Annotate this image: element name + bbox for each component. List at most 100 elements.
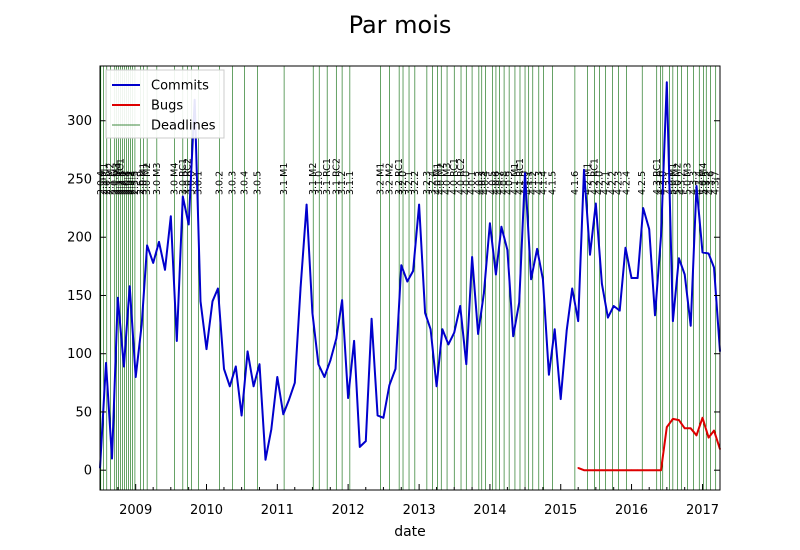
deadline-label: 3.2.3 [422,171,433,195]
data-point-commits [152,262,154,264]
data-point-bugs [618,469,621,472]
data-point-commits [182,195,184,198]
data-point-bugs [636,469,639,472]
y-tick-label: 0 [84,464,92,479]
deadline-label: 3.2 RC1 [394,158,405,195]
deadline-label: 5.0 M4 [698,163,709,195]
data-point-commits [246,350,249,353]
deadline-label: 4.0 M2 [436,163,447,195]
data-point-commits [447,343,450,346]
data-point-commits [713,266,715,269]
data-point-commits [288,399,290,402]
deadline-label: 2.0.5 [102,171,113,195]
data-point-commits [495,273,497,276]
deadline-label: 3.1 M2 [308,163,319,195]
data-point-commits [176,340,178,342]
y-tick-label: 300 [67,114,92,129]
data-point-commits [134,376,137,378]
x-tick-label: 2013 [403,503,436,518]
data-point-commits [264,458,267,461]
deadline-label: 4.3 RC1 [652,158,663,195]
deadline-label: 3.2.2 [410,171,421,195]
data-point-commits [559,398,562,400]
data-point-bugs [707,436,710,439]
x-tick-label: 2011 [261,503,294,518]
data-point-bugs [577,467,579,469]
data-point-commits [240,414,243,417]
deadline-label: 4.2.2 [608,171,619,195]
data-point-commits [305,203,308,206]
data-point-commits [205,348,208,350]
data-point-commits [406,280,409,283]
deadline-label: 2.5.2 [125,171,136,195]
data-point-commits [146,244,148,247]
data-point-commits [642,207,644,209]
data-point-bugs [624,469,627,472]
deadline-label: 3.1.2 [337,171,348,195]
deadline-label: 4.2.3 [613,171,624,195]
deadline-label: 3.0 M2 [142,163,153,195]
data-point-commits [418,203,420,206]
data-point-commits [695,185,698,187]
data-point-bugs [701,417,704,419]
legend-label: Commits [151,79,209,94]
data-point-commits [471,256,473,258]
data-point-bugs [589,469,591,472]
data-point-commits [654,314,656,317]
data-point-commits [483,292,485,294]
data-point-commits [500,225,503,228]
legend: Commits Bugs Deadlines [105,69,225,139]
data-point-commits [105,362,107,364]
data-point-commits [170,215,172,218]
deadline-label: 4.3.4 [694,171,705,195]
data-point-commits [477,333,479,335]
deadline-label: 4.3.6 [705,171,716,195]
data-point-commits [672,320,674,322]
data-point-bugs [713,429,715,432]
chart-title: Par mois [349,11,452,39]
deadline-label: 3.0.4 [239,171,250,195]
deadline-label: 4.2.0 [595,171,606,195]
deadline-label: 2.1 M3 [112,163,123,195]
data-point-commits [618,309,621,312]
deadline-label: 4.1.6 [570,171,581,195]
deadline-label: 4.2 M1 [583,163,594,195]
deadline-label: 2.2.1 [118,171,129,195]
deadline-label: 3.2 M2 [384,163,395,195]
data-point-commits [376,414,379,417]
deadline-label: 3.0 M1 [138,163,149,195]
deadline-label: 4.0.6 [491,171,502,195]
deadline-label: 4.0.9 [504,171,515,195]
plot-frame [99,65,721,491]
data-point-commits [400,264,403,267]
deadline-label: 3.2 M1 [375,163,386,195]
deadline-label: 3.1 RC2 [331,158,342,195]
data-point-commits [536,248,538,250]
deadline-label: 2.5.5 [130,171,141,195]
data-point-bugs [660,469,662,472]
data-point-commits [701,251,704,254]
deadline-label: 4.0.2 [474,171,485,195]
deadline-label: 4.0.1 [467,171,478,195]
data-point-commits [565,329,568,332]
x-tick-label: 2015 [544,503,577,518]
deadline-label: 4.0 M3 [442,163,453,195]
data-point-commits [299,286,302,289]
data-point-commits [317,363,320,366]
data-point-commits [612,305,615,307]
data-point-commits [229,385,231,388]
data-point-commits [199,300,202,303]
data-point-bugs [595,469,597,472]
data-point-commits [235,365,237,368]
deadline-label: 4.0.4 [481,171,492,195]
data-point-commits [648,228,650,230]
y-tick-label: 250 [67,172,92,187]
deadline-label: 4.2.6 [656,171,667,195]
deadline-label: 4.0.0 [461,171,472,195]
data-point-commits [382,417,385,419]
data-point-commits [353,340,355,342]
data-point-commits [412,270,414,272]
deadline-label: 4.0.3 [477,171,488,195]
data-point-bugs [648,469,650,472]
y-tick-label: 200 [67,231,92,246]
